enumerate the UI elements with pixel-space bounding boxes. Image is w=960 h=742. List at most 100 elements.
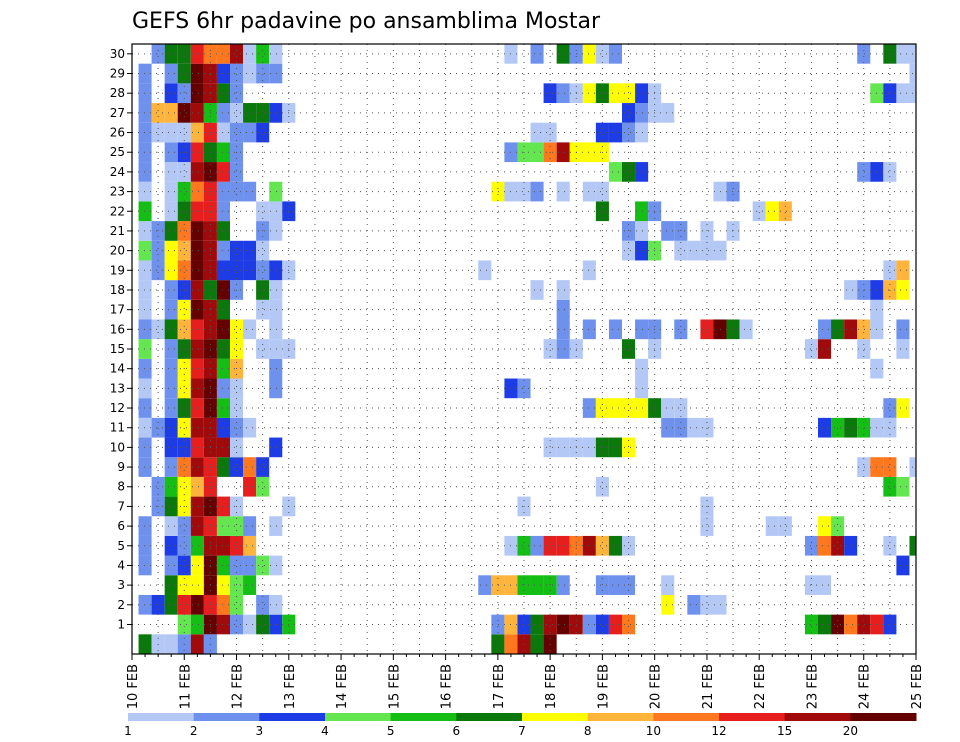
heatmap-cell bbox=[896, 44, 910, 64]
heatmap-cell bbox=[138, 339, 152, 359]
y-tick-label: 14 bbox=[110, 362, 125, 376]
y-tick-label: 3 bbox=[117, 578, 125, 592]
heatmap-cell bbox=[595, 201, 609, 222]
heatmap-cell bbox=[857, 614, 871, 635]
legend-label: 3 bbox=[256, 724, 264, 738]
heatmap-cell bbox=[243, 103, 257, 123]
heatmap-cell bbox=[190, 378, 204, 399]
heatmap-cell bbox=[491, 614, 505, 635]
heatmap-cell bbox=[216, 260, 230, 281]
heatmap-cell bbox=[269, 437, 283, 458]
heatmap-cell bbox=[177, 535, 191, 556]
heatmap-cell bbox=[269, 181, 283, 202]
heatmap-cell bbox=[635, 398, 649, 418]
heatmap-cell bbox=[190, 496, 204, 517]
heatmap-cell bbox=[164, 594, 178, 615]
heatmap-cell bbox=[230, 417, 244, 438]
heatmap-cell bbox=[138, 516, 152, 536]
heatmap-cell bbox=[726, 181, 740, 202]
heatmap-cell bbox=[138, 103, 152, 123]
y-tick-label: 22 bbox=[110, 204, 125, 218]
heatmap-cell bbox=[230, 575, 244, 595]
y-tick-label: 17 bbox=[110, 303, 125, 317]
heatmap-cell bbox=[543, 575, 557, 595]
x-tick-label: 13 FEB bbox=[283, 664, 298, 709]
heatmap-cell bbox=[844, 614, 858, 635]
heatmap-cell bbox=[478, 260, 492, 281]
heatmap-cell bbox=[556, 614, 570, 635]
heatmap-cell bbox=[230, 516, 244, 536]
heatmap-cell bbox=[269, 221, 283, 241]
heatmap-cell bbox=[543, 339, 557, 359]
heatmap-cell bbox=[517, 378, 531, 399]
y-tick-label: 23 bbox=[110, 185, 125, 199]
heatmap-cell bbox=[216, 319, 230, 340]
heatmap-cell bbox=[269, 63, 283, 84]
heatmap-cell bbox=[831, 319, 845, 340]
heatmap-cell bbox=[256, 240, 270, 261]
heatmap-cell bbox=[556, 437, 570, 458]
heatmap-cell bbox=[256, 339, 270, 359]
legend-label: 10 bbox=[646, 724, 661, 738]
heatmap-cell bbox=[530, 142, 544, 163]
heatmap-cell bbox=[844, 535, 858, 556]
x-tick-label: 25 FEB bbox=[910, 664, 925, 709]
heatmap-cell bbox=[190, 594, 204, 615]
color-legend: 1 2 3 4 5 6 7 8 10 12 15 20 bbox=[124, 713, 917, 738]
heatmap-cell bbox=[256, 280, 270, 300]
y-tick-label: 29 bbox=[110, 67, 125, 81]
heatmap-cell bbox=[230, 555, 244, 576]
heatmap-cell bbox=[190, 221, 204, 241]
legend-swatch bbox=[719, 713, 786, 721]
heatmap-cell bbox=[635, 221, 649, 241]
heatmap-cell bbox=[243, 319, 257, 340]
heatmap-cell bbox=[138, 63, 152, 84]
heatmap-cell bbox=[177, 476, 191, 497]
heatmap-cell bbox=[190, 103, 204, 123]
heatmap-cell bbox=[844, 280, 858, 300]
heatmap-cell bbox=[700, 417, 714, 438]
x-tick-label: 20 FEB bbox=[649, 664, 664, 709]
heatmap-cell bbox=[256, 260, 270, 281]
heatmap-cell bbox=[635, 240, 649, 261]
heatmap-cell bbox=[177, 319, 191, 340]
heatmap-cell bbox=[844, 417, 858, 438]
heatmap-cell bbox=[190, 122, 204, 143]
heatmap-cell bbox=[622, 535, 636, 556]
heatmap-cell bbox=[595, 398, 609, 418]
y-tick-label: 26 bbox=[110, 126, 125, 140]
heatmap-cell bbox=[857, 457, 871, 477]
heatmap-cell bbox=[190, 457, 204, 477]
heatmap-cell bbox=[216, 142, 230, 163]
heatmap-cell bbox=[216, 535, 230, 556]
heatmap-cell bbox=[504, 634, 518, 654]
heatmap-cell bbox=[177, 103, 191, 123]
heatmap-cell bbox=[177, 575, 191, 595]
heatmap-cell bbox=[269, 260, 283, 281]
heatmap-cell bbox=[190, 260, 204, 281]
heatmap-cell bbox=[164, 260, 178, 281]
heatmap-cell bbox=[896, 280, 910, 300]
heatmap-cell bbox=[661, 594, 675, 615]
heatmap-cell bbox=[190, 240, 204, 261]
heatmap-cell bbox=[556, 142, 570, 163]
heatmap-cell bbox=[138, 319, 152, 340]
heatmap-cell bbox=[190, 555, 204, 576]
heatmap-cell bbox=[230, 457, 244, 477]
heatmap-cell bbox=[216, 299, 230, 320]
legend-swatch bbox=[850, 713, 917, 721]
x-tick-label: 16 FEB bbox=[440, 664, 455, 709]
heatmap-cell bbox=[138, 142, 152, 163]
heatmap-cell bbox=[844, 319, 858, 340]
heatmap-cell bbox=[243, 614, 257, 635]
heatmap-cell bbox=[556, 319, 570, 340]
heatmap-cell bbox=[661, 575, 675, 595]
heatmap-cell bbox=[216, 378, 230, 399]
heatmap-cell bbox=[138, 240, 152, 261]
heatmap-cell bbox=[857, 280, 871, 300]
heatmap-cell bbox=[831, 614, 845, 635]
heatmap-cell bbox=[164, 103, 178, 123]
heatmap-cell bbox=[622, 83, 636, 104]
heatmap-cell bbox=[582, 437, 596, 458]
heatmap-cell bbox=[883, 535, 897, 556]
